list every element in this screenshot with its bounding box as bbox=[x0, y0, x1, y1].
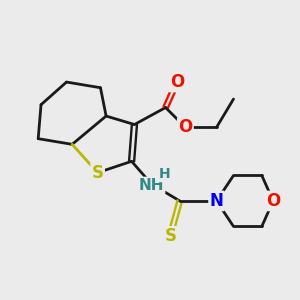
Text: S: S bbox=[165, 227, 177, 245]
Text: O: O bbox=[266, 192, 280, 210]
Text: NH: NH bbox=[139, 178, 164, 193]
Text: H: H bbox=[158, 167, 170, 181]
Text: S: S bbox=[92, 164, 104, 181]
Text: N: N bbox=[210, 192, 224, 210]
Text: O: O bbox=[170, 73, 184, 91]
Text: O: O bbox=[178, 118, 193, 136]
